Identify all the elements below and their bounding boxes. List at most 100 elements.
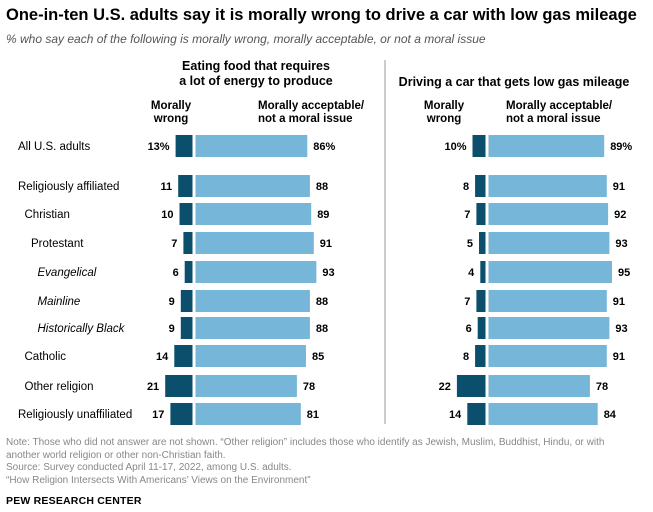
bar-morally-wrong [180, 317, 193, 339]
bar-morally-acceptable [488, 135, 605, 157]
data-label-wrong: 21 [147, 381, 159, 393]
bar-morally-acceptable [488, 232, 610, 254]
bar-morally-acceptable [488, 261, 612, 283]
row-label: Evangelical [38, 267, 97, 279]
data-label-wrong: 13% [148, 141, 170, 153]
row-label: Protestant [31, 238, 84, 250]
bar-morally-acceptable [195, 232, 314, 254]
bar-morally-wrong [170, 403, 193, 425]
row-label: Other religion [25, 381, 94, 393]
bar-morally-wrong [467, 403, 486, 425]
data-label-acceptable: 81 [307, 409, 319, 421]
data-label-acceptable: 91 [320, 238, 332, 250]
data-label-acceptable: 88 [316, 181, 328, 193]
data-label-acceptable: 91 [613, 351, 625, 363]
bar-morally-acceptable [195, 175, 310, 197]
data-label-wrong: 7 [464, 296, 470, 308]
data-label-acceptable: 95 [618, 267, 630, 279]
data-label-wrong: 6 [173, 267, 179, 279]
bar-morally-acceptable [195, 290, 310, 312]
bar-morally-wrong [480, 261, 486, 283]
data-label-wrong: 8 [463, 181, 469, 193]
data-label-wrong: 10 [161, 209, 173, 221]
column-header-wrong: Morally [151, 100, 192, 112]
bar-morally-wrong [472, 135, 486, 157]
data-label-wrong: 6 [466, 323, 472, 335]
bar-morally-wrong [456, 375, 486, 397]
row-label: Religiously unaffiliated [18, 409, 132, 421]
column-header-acceptable: Morally acceptable/ [258, 100, 365, 112]
data-label-wrong: 7 [171, 238, 177, 250]
data-label-wrong: 9 [169, 296, 175, 308]
data-label-acceptable: 88 [316, 323, 328, 335]
chart-title: One-in-ten U.S. adults say it is morally… [6, 6, 637, 24]
data-label-wrong: 7 [464, 209, 470, 221]
bar-morally-wrong [174, 345, 193, 367]
bar-morally-wrong [475, 175, 486, 197]
note-line: another world religion or other non-Chri… [6, 449, 226, 461]
bar-morally-acceptable [195, 345, 306, 367]
bar-morally-wrong [178, 175, 193, 197]
column-header-wrong: Morally [424, 100, 465, 112]
row-label: Christian [25, 209, 70, 221]
brand-logo-text: PEW RESEARCH CENTER [6, 495, 142, 507]
column-header-wrong: wrong [426, 113, 462, 125]
row-label: Mainline [38, 296, 81, 308]
data-label-acceptable: 93 [615, 323, 627, 335]
bar-morally-acceptable [488, 375, 590, 397]
source-line: Source: Survey conducted April 11-17, 20… [6, 462, 292, 473]
bar-morally-acceptable [488, 317, 610, 339]
diverging-bar-chart: All U.S. adults Religiously affiliated Chr… [18, 59, 632, 425]
bar-morally-wrong [165, 375, 193, 397]
chart-subtitle: % who say each of the following is moral… [6, 32, 486, 46]
column-header-wrong: wrong [153, 113, 189, 125]
bar-morally-wrong [479, 232, 486, 254]
bar-morally-wrong [179, 203, 193, 225]
data-label-acceptable: 93 [615, 238, 627, 250]
column-header-acceptable: not a moral issue [506, 113, 601, 125]
data-label-acceptable: 84 [604, 409, 617, 421]
report-title-line: “How Religion Intersects With Americans’… [6, 474, 311, 486]
data-label-wrong: 4 [468, 267, 475, 279]
data-label-wrong: 22 [439, 381, 451, 393]
bar-morally-acceptable [195, 317, 310, 339]
bar-morally-acceptable [195, 403, 301, 425]
bar-morally-acceptable [488, 203, 609, 225]
row-label: All U.S. adults [18, 141, 90, 153]
data-label-wrong: 14 [156, 351, 169, 363]
data-label-acceptable: 78 [303, 381, 315, 393]
data-label-acceptable: 91 [613, 296, 625, 308]
bar-morally-acceptable [488, 175, 607, 197]
bar-morally-acceptable [488, 290, 607, 312]
data-label-acceptable: 91 [613, 181, 625, 193]
data-label-acceptable: 88 [316, 296, 328, 308]
note-line: Note: Those who did not answer are not s… [6, 437, 605, 448]
data-label-acceptable: 92 [614, 209, 626, 221]
bar-morally-acceptable [195, 203, 312, 225]
panel-title: Driving a car that gets low gas mileage [399, 75, 630, 89]
data-label-acceptable: 89% [610, 141, 632, 153]
data-label-acceptable: 78 [596, 381, 608, 393]
bar-morally-wrong [476, 203, 486, 225]
bar-morally-wrong [180, 290, 193, 312]
bar-morally-wrong [477, 317, 486, 339]
bar-morally-wrong [183, 232, 193, 254]
data-label-wrong: 9 [169, 323, 175, 335]
bar-morally-acceptable [488, 403, 598, 425]
bar-morally-acceptable [488, 345, 607, 367]
bar-morally-acceptable [195, 135, 308, 157]
panel-title: Eating food that requires [182, 59, 330, 73]
data-label-wrong: 8 [463, 351, 469, 363]
row-label: Catholic [25, 351, 67, 363]
data-label-wrong: 17 [152, 409, 164, 421]
bar-morally-wrong [175, 135, 193, 157]
chart-notes: Note: Those who did not answer are not s… [6, 437, 646, 487]
data-label-wrong: 11 [161, 181, 173, 193]
data-label-wrong: 10% [444, 141, 466, 153]
data-label-acceptable: 89 [317, 209, 329, 221]
bar-morally-wrong [184, 261, 193, 283]
data-label-acceptable: 93 [322, 267, 334, 279]
panel-title: a lot of energy to produce [179, 74, 333, 88]
bar-morally-acceptable [195, 261, 317, 283]
row-label: Historically Black [38, 323, 126, 335]
